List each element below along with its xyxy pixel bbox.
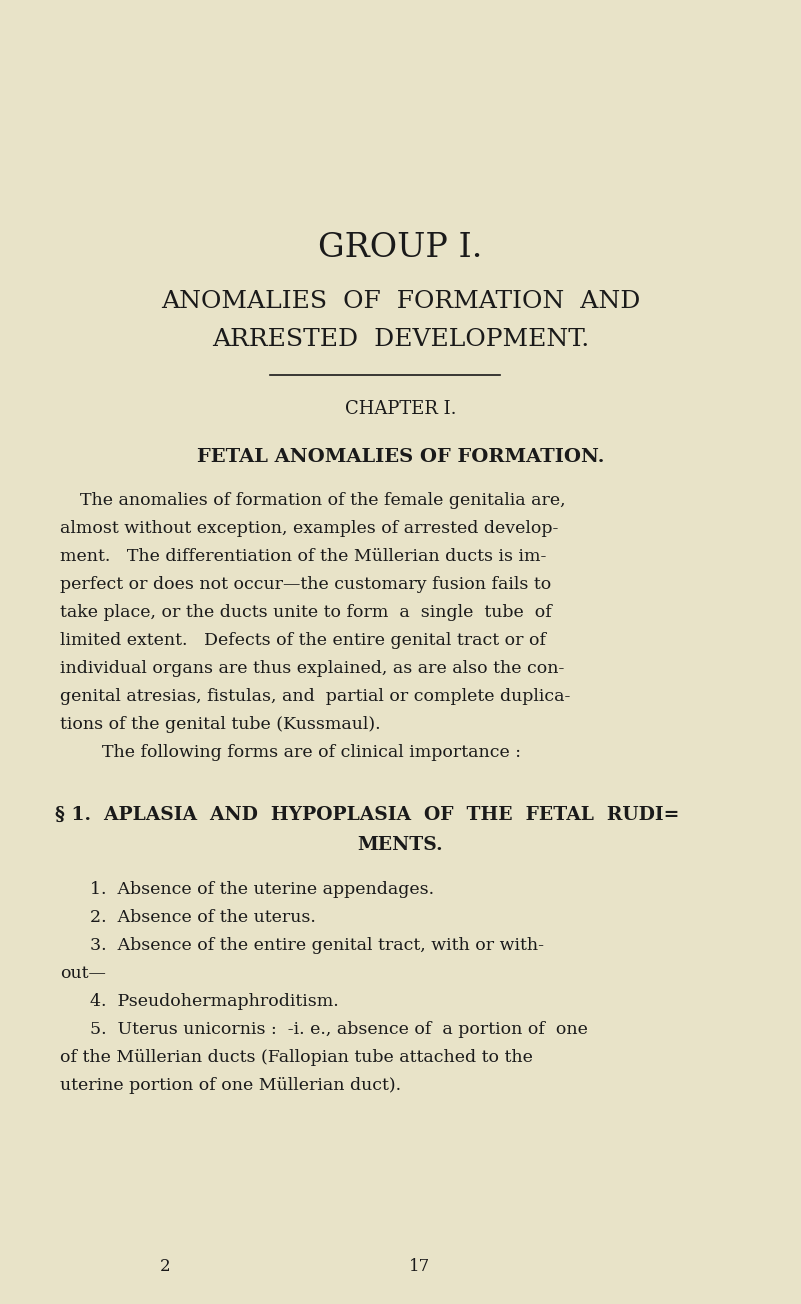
Text: 2.  Absence of the uterus.: 2. Absence of the uterus. [90, 909, 316, 926]
Text: The following forms are of clinical importance :: The following forms are of clinical impo… [80, 745, 521, 762]
Text: ARRESTED  DEVELOPMENT.: ARRESTED DEVELOPMENT. [212, 329, 589, 351]
Text: CHAPTER I.: CHAPTER I. [344, 400, 457, 419]
Text: 4.  Pseudohermaphroditism.: 4. Pseudohermaphroditism. [90, 994, 339, 1011]
Text: 5.  Uterus unicornis :  ­i. e., absence of  a portion of  one: 5. Uterus unicornis : ­i. e., absence of… [90, 1021, 588, 1038]
Text: 17: 17 [409, 1258, 431, 1275]
Text: FETAL ANOMALIES OF FORMATION.: FETAL ANOMALIES OF FORMATION. [197, 449, 604, 466]
Text: genital atresias, fistulas, and  partial or complete duplica-: genital atresias, fistulas, and partial … [60, 689, 570, 705]
Text: almost without exception, examples of arrested develop-: almost without exception, examples of ar… [60, 520, 558, 537]
Text: GROUP I.: GROUP I. [318, 232, 483, 263]
Text: 1.  Absence of the uterine appendages.: 1. Absence of the uterine appendages. [90, 882, 434, 898]
Text: MENTS.: MENTS. [358, 836, 443, 854]
Text: ANOMALIES  OF  FORMATION  AND: ANOMALIES OF FORMATION AND [161, 289, 640, 313]
Text: ment.   The differentiation of the Müllerian ducts is im-: ment. The differentiation of the Mülleri… [60, 548, 546, 565]
Text: The anomalies of formation of the female genitalia are,: The anomalies of formation of the female… [80, 492, 566, 509]
Text: perfect or does not occur—the customary fusion fails to: perfect or does not occur—the customary … [60, 576, 551, 593]
Text: uterine portion of one Müllerian duct).: uterine portion of one Müllerian duct). [60, 1077, 401, 1094]
Text: take place, or the ducts unite to form  a  single  tube  of: take place, or the ducts unite to form a… [60, 604, 552, 621]
Text: tions of the genital tube (Kussmaul).: tions of the genital tube (Kussmaul). [60, 716, 380, 733]
Text: § 1.  APLASIA  AND  HYPOPLASIA  OF  THE  FETAL  RUDI=: § 1. APLASIA AND HYPOPLASIA OF THE FETAL… [55, 806, 679, 824]
Text: limited extent.   Defects of the entire genital tract or of: limited extent. Defects of the entire ge… [60, 632, 546, 649]
Text: 2: 2 [159, 1258, 171, 1275]
Text: out—: out— [60, 965, 106, 982]
Text: of the Müllerian ducts (Fallopian tube attached to the: of the Müllerian ducts (Fallopian tube a… [60, 1050, 533, 1067]
Text: individual organs are thus explained, as are also the con-: individual organs are thus explained, as… [60, 660, 565, 677]
Text: 3.  Absence of the entire genital tract, with or with-: 3. Absence of the entire genital tract, … [90, 938, 544, 955]
